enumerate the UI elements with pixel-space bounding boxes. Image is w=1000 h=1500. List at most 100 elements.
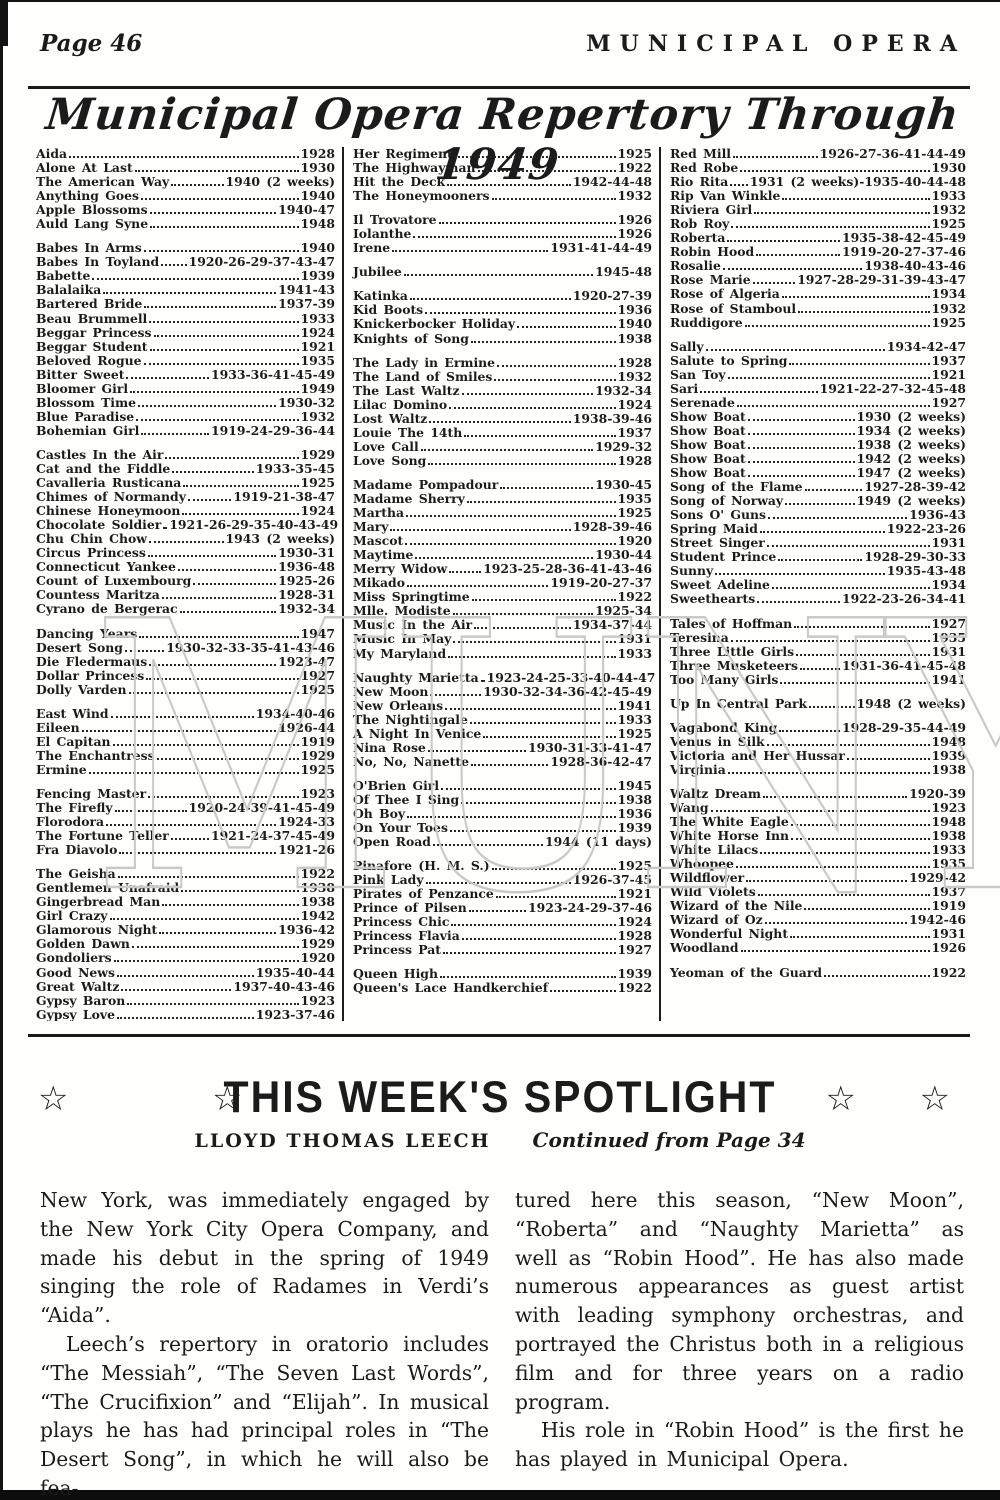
dot-leader xyxy=(759,531,885,534)
repertory-entry: Beloved Rogue 1935 xyxy=(36,353,335,368)
show-years: 1929 xyxy=(300,747,336,763)
repertory-entry: My Maryland 1933 xyxy=(353,646,652,661)
show-years: 1931-41-44-49 xyxy=(550,240,652,256)
show-years: 1935-40-44 xyxy=(255,964,335,980)
show-years: 1935 xyxy=(931,629,967,645)
show-years: 1923 xyxy=(300,992,336,1008)
dot-leader xyxy=(483,735,616,738)
repertory-entry: Gentlemen Unafraid 1938 xyxy=(36,881,335,895)
repertory-entry: Rob Roy 1925 xyxy=(670,217,966,231)
repertory-entry: Show Boat 1947 (2 weeks) xyxy=(670,465,966,480)
show-years: 1949 (2 weeks) xyxy=(856,493,966,509)
show-title: San Toy xyxy=(670,366,726,382)
show-years: 1933 xyxy=(617,711,653,727)
dot-leader xyxy=(771,587,930,590)
repertory-entry: Yeoman of the Guard 1922 xyxy=(670,965,966,980)
dot-leader xyxy=(733,156,818,158)
repertory-entry: Love Call 1929-32 xyxy=(353,438,652,454)
dot-leader xyxy=(824,974,930,977)
show-title: Balalaika xyxy=(36,282,102,298)
dot-leader xyxy=(760,852,930,855)
repertory-entry: Beggar Student 1921 xyxy=(36,339,335,354)
repertory-entry: Pinafore (H. M. S.) 1925 xyxy=(353,859,652,873)
dot-leader xyxy=(153,334,299,337)
repertory-entry: Pink Lady 1926-37-45 xyxy=(353,873,652,887)
show-years: 1935-43-48 xyxy=(886,563,966,579)
show-years: 1928 xyxy=(300,147,336,161)
dot-leader xyxy=(747,475,855,478)
show-title: Ermine xyxy=(36,761,87,777)
show-title: Bloomer Girl xyxy=(36,380,129,396)
dot-leader xyxy=(550,990,616,993)
repertory-column: Red Mill 1926-27-36-41-44-49 Red Robe 1930 R… xyxy=(659,147,966,1021)
repertory-entry: Rose of Stamboul 1932 xyxy=(670,301,966,316)
repertory-entry: Student Prince 1928-29-30-33 xyxy=(670,550,966,564)
show-title: Aida xyxy=(36,147,68,161)
show-years: 1930-31-33-41-47 xyxy=(527,739,652,755)
show-title: Il Trovatore xyxy=(353,212,437,228)
dot-leader xyxy=(81,729,277,732)
repertory-entry: Venus in Silk 1948 xyxy=(670,734,966,749)
show-title: Babes In Toyland xyxy=(36,254,160,270)
show-years: 1926 xyxy=(931,940,967,956)
show-title: Apple Blossoms xyxy=(36,202,148,218)
show-title: Street Singer xyxy=(670,535,765,551)
scan-edge-top xyxy=(0,0,1000,2)
show-years: 1920-24-39-41-45-49 xyxy=(188,800,335,816)
dot-leader xyxy=(445,707,616,710)
show-years: 1933 xyxy=(931,188,967,204)
repertory-entry: New Orleans 1941 xyxy=(353,698,652,713)
show-years: 1923 xyxy=(931,800,967,816)
show-years: 1937 xyxy=(931,884,967,900)
dot-leader xyxy=(730,639,930,642)
show-title: Up In Central Park xyxy=(670,695,808,711)
repertory-entry: Louie The 14th 1937 xyxy=(353,425,652,440)
show-title: Golden Dawn xyxy=(36,936,130,952)
dot-leader xyxy=(789,362,930,365)
show-title: The Firefly xyxy=(36,800,113,816)
show-title: Bohemian Girl xyxy=(36,422,140,438)
show-title: Eileen xyxy=(36,719,80,735)
show-years: 1925 xyxy=(300,761,336,777)
repertory-entry: Love Song 1928 xyxy=(353,453,652,468)
show-years: 1925-26 xyxy=(278,573,335,589)
show-title: The Nightingale xyxy=(353,711,468,727)
repertory-entry: Up In Central Park 1948 (2 weeks) xyxy=(670,695,966,711)
repertory-group: Waltz Dream 1920-39 Wang 1923 The White Eagl… xyxy=(670,786,967,956)
dot-leader xyxy=(430,693,482,696)
show-years: 1930-31 xyxy=(278,545,335,561)
dot-leader xyxy=(161,264,187,267)
show-title: Sunny xyxy=(670,563,714,579)
show-title: Love Call xyxy=(353,438,419,454)
repertory-group: Red Mill 1926-27-36-41-44-49 Red Robe 1930 R… xyxy=(670,147,966,330)
dot-leader xyxy=(700,390,818,393)
repertory-entry: Dolly Varden 1925 xyxy=(36,682,335,697)
show-title: Knights of Song xyxy=(353,330,469,346)
show-years: 1936-48 xyxy=(278,559,335,575)
show-years: 1948 (2 weeks) xyxy=(856,695,966,711)
show-title: Beau Brummell xyxy=(36,310,148,326)
show-title: Prince of Pilsen xyxy=(353,900,467,916)
dot-leader xyxy=(159,932,277,935)
show-title: Good News xyxy=(36,964,115,980)
show-years: 1938-39-46 xyxy=(572,410,652,426)
dot-leader xyxy=(798,310,930,313)
repertory-entry: Spring Maid 1922-23-26 xyxy=(670,522,966,536)
dot-leader xyxy=(754,212,930,215)
repertory-entry: Virginia 1938 xyxy=(670,762,966,777)
show-years: 1921-26-29-35-40-43-49 xyxy=(169,517,339,533)
dot-leader xyxy=(144,306,277,309)
repertory-entry: Naughty Marietta 1923-24-25-33-40-44-47 xyxy=(353,670,655,685)
show-title: Princess Pat xyxy=(353,942,441,958)
dot-leader xyxy=(88,771,299,774)
show-title: Too Many Girls xyxy=(670,671,779,687)
show-title: Teresina xyxy=(670,629,729,645)
dot-leader xyxy=(149,212,277,215)
repertory-entry: Beggar Princess 1924 xyxy=(36,325,335,340)
show-years: 1926-27-36-41-44-49 xyxy=(819,147,966,161)
repertory-entry: Too Many Girls 1941 xyxy=(670,671,966,687)
show-title: Mlle. Modiste xyxy=(353,603,451,619)
show-title: Three Musketeers xyxy=(670,657,798,673)
repertory-entry: Robin Hood 1919-20-27-37-46 xyxy=(670,245,966,259)
repertory-group: East Wind 1934-40-46 Eileen 1926-44 El Capit… xyxy=(36,706,336,777)
